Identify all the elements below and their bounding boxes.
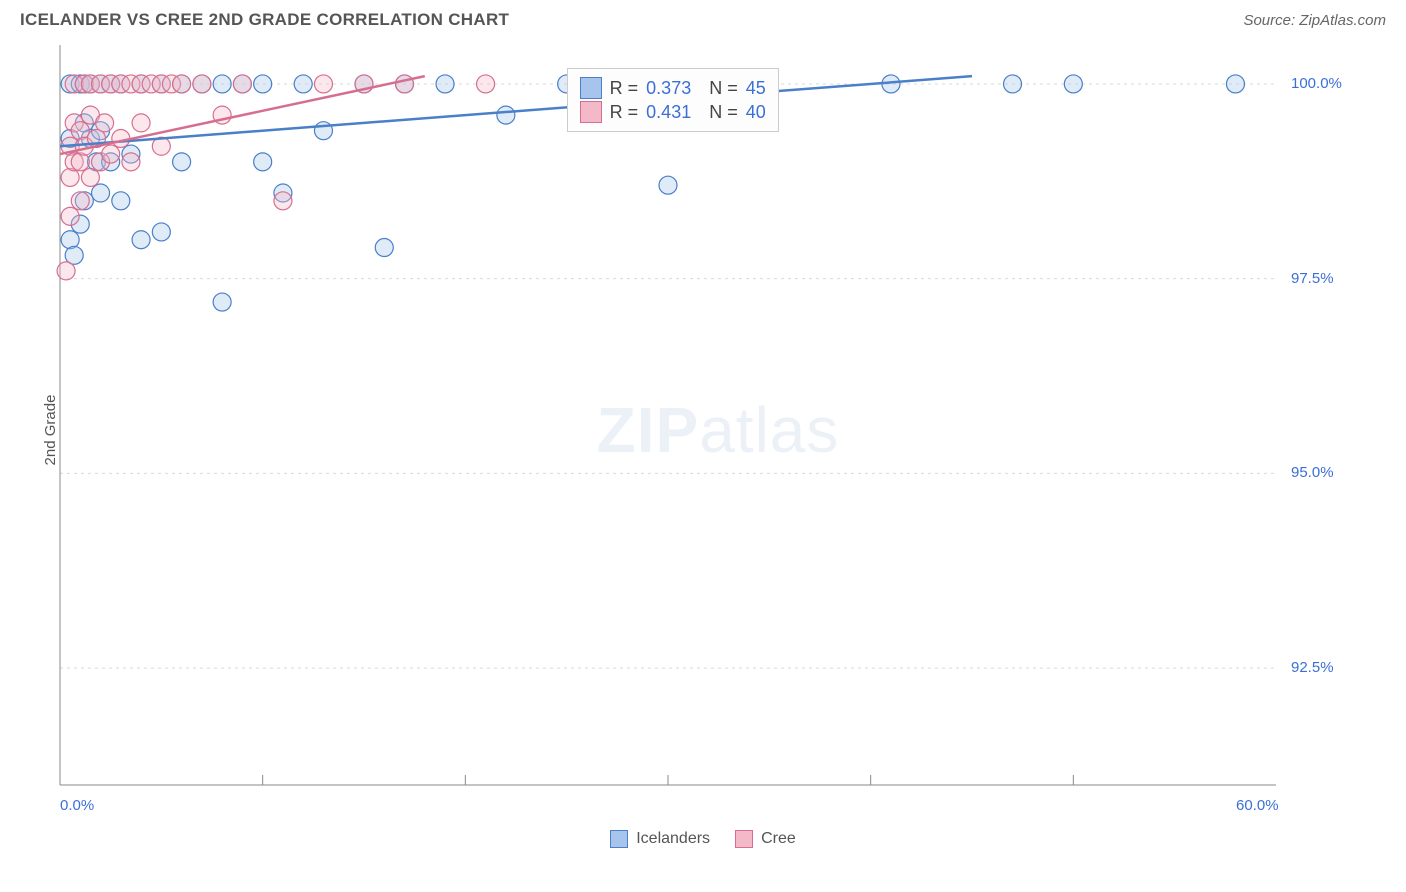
source-label: Source: ZipAtlas.com	[1243, 12, 1386, 29]
legend-swatch-icelanders	[610, 830, 628, 848]
legend-r-label: R =	[610, 78, 639, 99]
legend-row: R = 0.373 N = 45	[580, 77, 766, 99]
legend-swatch-cree	[735, 830, 753, 848]
chart-title: ICELANDER VS CREE 2ND GRADE CORRELATION …	[20, 10, 509, 30]
legend-swatch	[580, 77, 602, 99]
legend-r-value: 0.373	[646, 78, 691, 99]
scatter-plot-svg	[50, 35, 1386, 825]
chart-area: 2nd Grade ZIPatlas R =0.373N =45R =0.431…	[50, 35, 1386, 825]
y-tick-label: 95.0%	[1291, 464, 1334, 481]
legend-swatch	[580, 101, 602, 123]
series-legend: Icelanders Cree	[0, 830, 1406, 848]
legend-n-value: 40	[746, 102, 766, 123]
legend-r-value: 0.431	[646, 102, 691, 123]
chart-header: ICELANDER VS CREE 2ND GRADE CORRELATION …	[0, 0, 1406, 35]
y-tick-label: 97.5%	[1291, 270, 1334, 287]
y-tick-label: 100.0%	[1291, 75, 1342, 92]
legend-n-value: 45	[746, 78, 766, 99]
legend-n-label: N =	[709, 78, 738, 99]
x-tick-label: 0.0%	[60, 797, 94, 814]
x-tick-label: 60.0%	[1236, 797, 1279, 814]
correlation-legend: R = 0.373 N = 45 R = 0.431 N = 40	[567, 68, 779, 132]
y-tick-label: 92.5%	[1291, 659, 1334, 676]
legend-row: R = 0.431 N = 40	[580, 101, 766, 123]
legend-label-icelanders: Icelanders	[636, 830, 710, 848]
legend-item-icelanders: Icelanders	[610, 830, 710, 848]
legend-item-cree: Cree	[735, 830, 796, 848]
legend-n-label: N =	[709, 102, 738, 123]
legend-label-cree: Cree	[761, 830, 796, 848]
legend-r-label: R =	[610, 102, 639, 123]
